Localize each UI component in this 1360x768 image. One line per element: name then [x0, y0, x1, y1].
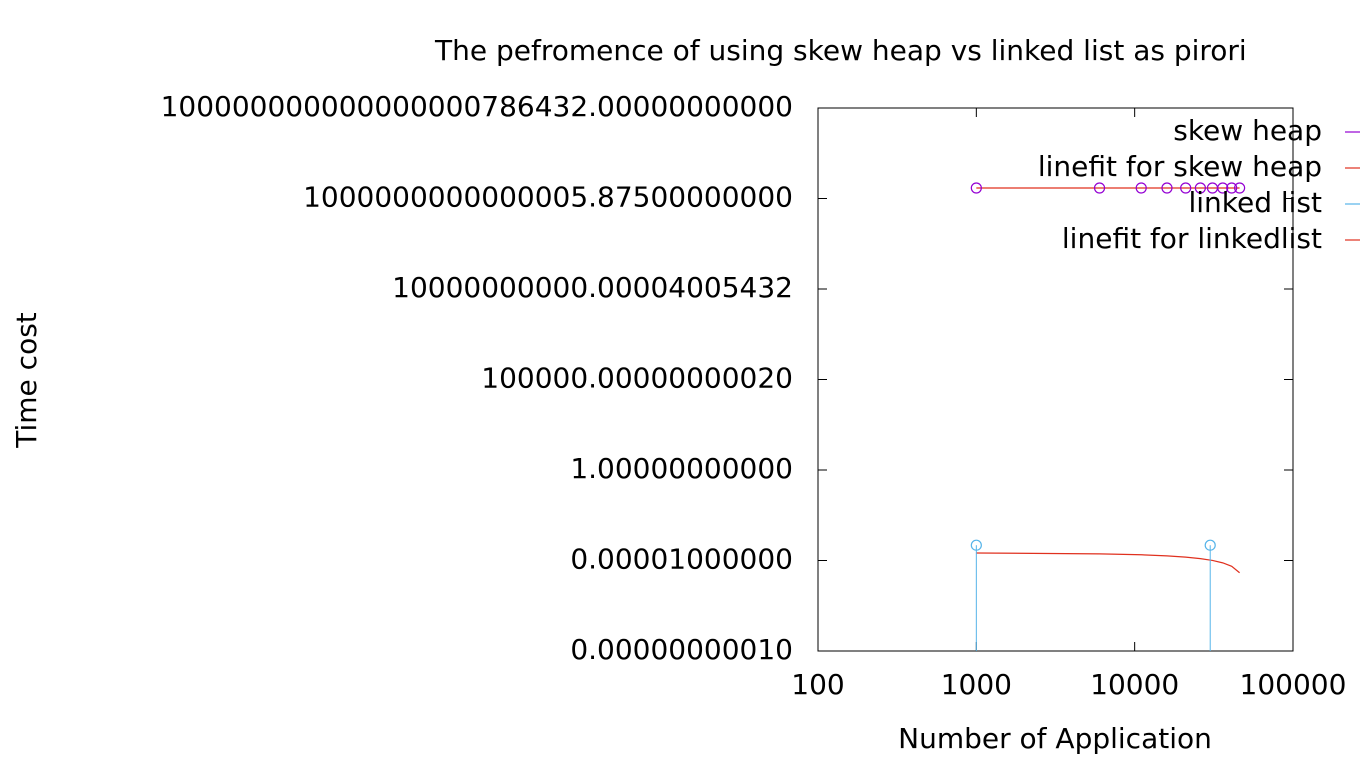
y-tick-label: 10000000000.00004005432 — [392, 271, 793, 304]
y-tick-label: 100000.00000000020 — [481, 362, 793, 395]
point — [1217, 182, 1229, 194]
fit-line — [976, 552, 1240, 574]
y-tick-label: 1.00000000000 — [570, 452, 793, 485]
x-tick-label: 10000 — [1090, 668, 1179, 701]
y-tick-label: 0.00001000000 — [570, 543, 793, 576]
point — [1180, 182, 1192, 194]
point — [1135, 182, 1147, 194]
legend-label: skew heap — [1173, 114, 1322, 147]
legend-label: linefit for linkedlist — [1062, 222, 1322, 255]
point — [1161, 182, 1173, 194]
x-axis-label: Number of Application — [898, 722, 1212, 755]
y-axis-label: Time cost — [10, 312, 43, 449]
legend-label: linefit for skew heap — [1038, 150, 1322, 183]
point — [1204, 539, 1216, 551]
point — [1226, 182, 1238, 194]
x-tick-label: 100 — [791, 668, 844, 701]
x-tick-label: 1000 — [941, 668, 1012, 701]
chart-title: The pefromence of using skew heap vs lin… — [434, 34, 1247, 67]
y-tick-label: 100000000000000000786432.00000000000 — [161, 90, 793, 123]
legend-label: linked list — [1188, 186, 1322, 219]
point — [970, 182, 982, 194]
point — [1234, 182, 1246, 194]
y-tick-label: 0.00000000010 — [570, 633, 793, 666]
x-tick-label: 100000 — [1240, 668, 1347, 701]
point — [1194, 182, 1206, 194]
y-tick-label: 1000000000000005.87500000000 — [303, 181, 793, 214]
point — [970, 539, 982, 551]
point — [1093, 182, 1106, 194]
